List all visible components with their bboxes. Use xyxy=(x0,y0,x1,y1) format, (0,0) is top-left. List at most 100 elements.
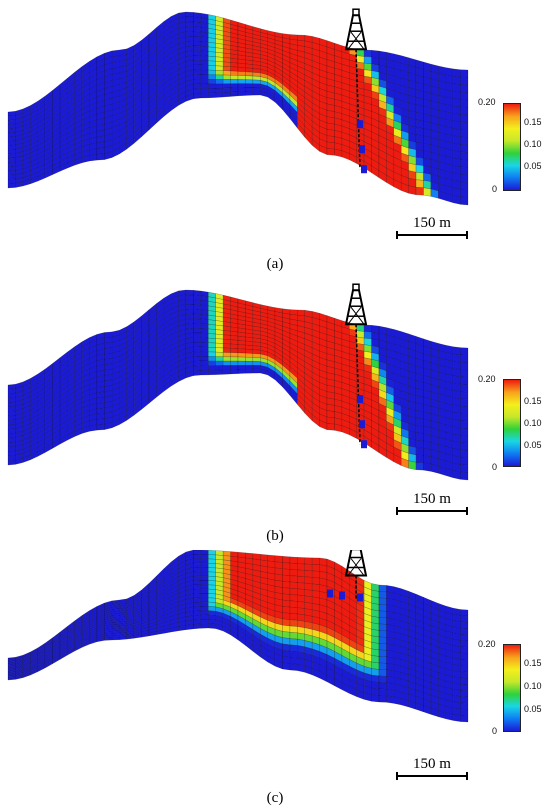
grid-cell xyxy=(460,189,469,198)
grid-cell xyxy=(378,669,387,677)
grid-cell xyxy=(289,663,298,671)
grid-cell xyxy=(371,674,380,683)
grid-cell xyxy=(252,75,261,81)
grid-cell xyxy=(460,114,469,123)
grid-cell xyxy=(200,601,209,607)
grid-cell xyxy=(452,470,461,480)
grid-cell xyxy=(460,621,469,629)
grid-cell xyxy=(423,462,432,472)
grid-cell xyxy=(208,580,216,586)
grid-cell xyxy=(193,588,202,595)
grid-cell xyxy=(415,127,424,137)
grid-cell xyxy=(230,87,239,93)
grid-cell xyxy=(222,334,231,340)
grid-cell xyxy=(208,333,216,339)
grid-cell xyxy=(282,574,291,583)
grid-cell xyxy=(89,154,98,162)
grid-cell xyxy=(460,106,469,116)
grid-cell xyxy=(222,70,231,76)
perforation-marker xyxy=(361,165,367,174)
grid-cell xyxy=(237,352,246,358)
grid-cell xyxy=(245,83,254,88)
grid-cell xyxy=(297,569,305,577)
grid-cell xyxy=(200,88,209,94)
grid-cell xyxy=(282,581,291,589)
grid-cell xyxy=(460,129,469,138)
grid-cell xyxy=(222,360,231,366)
grid-cell xyxy=(326,410,335,419)
grid-cell xyxy=(245,348,254,354)
grid-cell xyxy=(460,708,469,716)
grid-cell xyxy=(193,40,202,47)
grid-cell xyxy=(415,149,424,159)
grid-cell xyxy=(222,87,231,93)
grid-cell xyxy=(208,337,216,344)
grid-cell xyxy=(460,391,469,400)
grid-cell xyxy=(193,610,202,616)
grid-cell xyxy=(252,353,261,358)
grid-cell xyxy=(289,657,298,665)
grid-cell xyxy=(208,606,216,612)
grid-cell xyxy=(297,607,305,616)
grid-cell xyxy=(289,575,298,583)
grid-cell xyxy=(200,562,209,568)
grid-cell xyxy=(415,172,424,181)
colorbar-tick: 0.15 xyxy=(524,658,542,668)
grid-cell xyxy=(460,347,469,356)
grid-cell xyxy=(378,688,387,697)
grid-cell xyxy=(208,347,216,353)
grid-cell xyxy=(282,656,291,664)
grid-cell xyxy=(297,563,305,571)
saturation-field-a xyxy=(7,8,469,206)
grid-cell xyxy=(200,346,209,353)
grid-cell xyxy=(460,405,469,415)
grid-cell xyxy=(245,87,254,92)
grid-cell xyxy=(460,646,469,654)
grid-cell xyxy=(7,170,16,176)
grid-cell xyxy=(193,332,202,338)
grid-cell xyxy=(96,135,105,144)
grid-cell xyxy=(363,56,372,65)
grid-cell xyxy=(200,328,209,334)
grid-cell xyxy=(289,650,298,659)
grid-cell xyxy=(193,88,202,95)
grid-cell xyxy=(460,684,469,692)
grid-cell xyxy=(460,181,469,191)
grid-cell xyxy=(371,635,380,644)
grid-cell xyxy=(193,580,202,586)
grid-cell xyxy=(200,619,209,625)
grid-cell xyxy=(208,588,216,595)
grid-cell xyxy=(245,356,254,362)
grid-cell xyxy=(185,289,194,296)
grid-cell xyxy=(460,76,469,86)
grid-cell xyxy=(297,575,305,584)
grid-cell xyxy=(200,64,209,71)
grid-cell xyxy=(297,594,305,603)
grid-cell xyxy=(215,79,224,85)
grid-cell xyxy=(415,187,424,196)
grid-cell xyxy=(215,351,224,357)
grid-cell xyxy=(89,424,98,432)
grid-cell xyxy=(245,361,254,366)
grid-cell xyxy=(193,562,202,568)
grid-cell xyxy=(222,338,231,345)
grid-cell xyxy=(119,636,127,640)
scale-label: 150 m xyxy=(413,491,451,507)
drilling-rig-icon xyxy=(344,8,368,51)
grid-cell xyxy=(230,75,239,80)
grid-cell xyxy=(452,714,461,722)
grid-cell xyxy=(282,637,291,646)
grid-cell xyxy=(193,74,202,80)
grid-cell xyxy=(96,147,105,155)
grid-cell xyxy=(104,331,113,339)
grid-cell xyxy=(193,50,202,56)
grid-cell xyxy=(215,92,224,98)
grid-cell xyxy=(311,577,320,585)
grid-cell xyxy=(297,34,305,42)
grid-cell xyxy=(200,45,209,52)
grid-cell xyxy=(386,682,395,691)
grid-cell xyxy=(282,587,291,595)
grid-cell xyxy=(200,60,209,66)
grid-cell xyxy=(200,567,209,573)
grid-cell xyxy=(200,50,209,57)
